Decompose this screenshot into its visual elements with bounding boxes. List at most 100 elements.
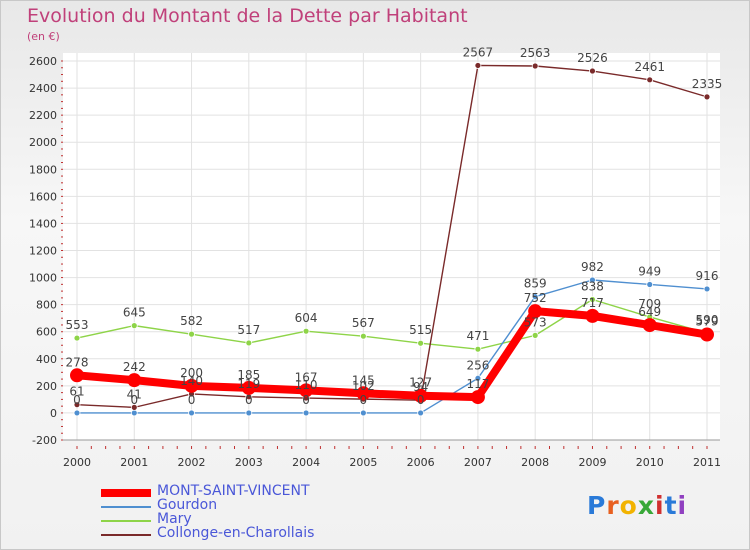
data-label: 471 <box>466 329 489 343</box>
x-tick-label: 2007 <box>464 456 492 469</box>
y-tick-label: 2600 <box>29 55 57 68</box>
data-label: 752 <box>524 291 547 305</box>
data-point <box>646 76 654 84</box>
data-point <box>646 281 654 288</box>
data-point <box>184 378 199 393</box>
y-tick-label: 1400 <box>29 217 57 230</box>
y-tick-label: 1200 <box>29 245 57 258</box>
data-point <box>302 409 310 417</box>
data-label: 582 <box>180 314 203 328</box>
data-label: 838 <box>581 279 604 293</box>
legend-swatch <box>101 506 151 508</box>
data-label: 0 <box>188 393 196 407</box>
series-line-3 <box>76 64 708 409</box>
data-label: 0 <box>73 393 81 407</box>
data-point <box>73 401 81 409</box>
data-point <box>127 373 142 388</box>
series-line-2 <box>76 298 708 350</box>
data-label: 709 <box>638 297 661 311</box>
data-point <box>299 383 314 398</box>
data-label: 117 <box>466 377 489 391</box>
data-label: 649 <box>638 305 661 319</box>
y-tick-label: 0 <box>50 407 57 420</box>
data-point <box>703 93 711 101</box>
legend-label: Mary <box>157 511 192 527</box>
y-tick-label: 400 <box>36 353 57 366</box>
data-point <box>417 339 425 347</box>
data-label: 0 <box>130 393 138 407</box>
y-tick-label: 1800 <box>29 163 57 176</box>
data-point <box>413 388 428 403</box>
data-point <box>359 409 367 417</box>
data-label: 573 <box>524 315 547 329</box>
data-label: 200 <box>180 366 203 380</box>
legend-label: MONT-SAINT-VINCENT <box>157 483 310 499</box>
x-tick-label: 2011 <box>693 456 721 469</box>
x-tick-label: 2002 <box>178 456 206 469</box>
y-tick-label: 1600 <box>29 190 57 203</box>
y-tick-label: 600 <box>36 326 57 339</box>
legend-label: Gourdon <box>157 497 218 513</box>
data-label: 717 <box>581 296 604 310</box>
logo-letter: r <box>606 491 620 520</box>
chart-unit-label: (en €) <box>27 30 60 43</box>
data-label: 2526 <box>577 51 608 65</box>
data-label: 110 <box>295 378 318 392</box>
x-tick-label: 2006 <box>407 456 435 469</box>
data-point <box>528 304 543 319</box>
data-label: 2335 <box>692 77 723 91</box>
x-tick-label: 2004 <box>292 456 320 469</box>
data-label: 515 <box>409 323 432 337</box>
grid-layer <box>63 53 720 441</box>
series-line-0 <box>76 307 708 402</box>
data-label: 127 <box>409 376 432 390</box>
data-label: 916 <box>696 269 719 283</box>
data-label: 145 <box>352 373 375 387</box>
data-point <box>188 409 195 417</box>
data-label: 645 <box>123 306 146 320</box>
data-label: 859 <box>524 277 547 291</box>
data-point <box>474 62 482 69</box>
data-label: 590 <box>696 313 719 327</box>
data-point <box>531 293 539 301</box>
legend-swatch <box>101 489 151 497</box>
y-tick-label: 800 <box>36 299 57 312</box>
x-tick-label: 2009 <box>578 456 606 469</box>
data-label: 41 <box>127 387 142 401</box>
data-point <box>245 409 253 417</box>
data-point <box>302 327 310 335</box>
data-label: 140 <box>180 374 203 388</box>
legend-swatch <box>101 534 151 536</box>
y-tick-label: 2400 <box>29 82 57 95</box>
legend-swatch <box>101 520 151 522</box>
x-tick-label: 2010 <box>636 456 664 469</box>
data-label: 579 <box>696 315 719 329</box>
x-tick-label: 2003 <box>235 456 263 469</box>
data-point <box>589 67 596 75</box>
logo-letter: i <box>677 491 688 520</box>
plot-area <box>63 53 720 440</box>
data-label: 604 <box>295 311 318 325</box>
data-label: 949 <box>638 264 661 278</box>
logo-letter: t <box>664 491 678 520</box>
x-tick-label: 2000 <box>63 456 91 469</box>
data-point <box>70 368 84 383</box>
data-label: 94 <box>413 380 428 394</box>
data-label: 0 <box>245 393 253 407</box>
data-label: 167 <box>295 370 318 384</box>
data-point <box>531 331 539 339</box>
proxiti-logo: Proxiti <box>587 491 687 520</box>
series-layer <box>70 62 714 417</box>
data-point <box>531 62 539 70</box>
data-point <box>642 318 657 333</box>
data-point <box>356 386 371 401</box>
data-label: 567 <box>352 316 375 330</box>
data-label: 256 <box>466 358 489 372</box>
line-chart: -200020040060080010001200140016001800200… <box>29 45 723 469</box>
data-label: 2567 <box>463 45 494 59</box>
data-label: 185 <box>237 368 260 382</box>
logo-letter: P <box>587 491 607 520</box>
logo-letter: x <box>637 491 655 520</box>
y-tick-label: 2200 <box>29 109 57 122</box>
